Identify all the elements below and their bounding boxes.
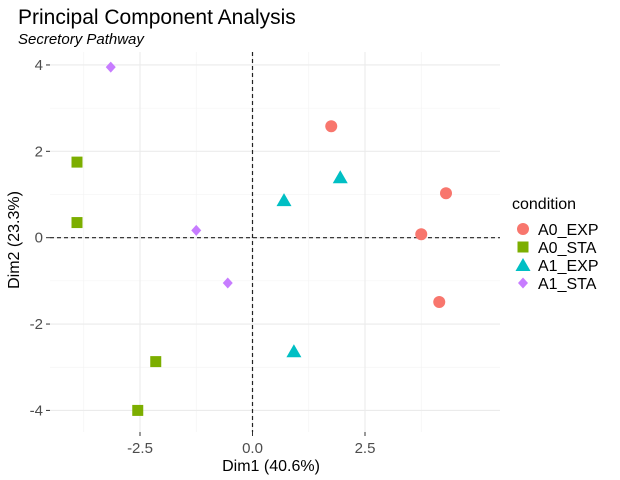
chart-title: Principal Component Analysis bbox=[18, 6, 296, 29]
data-point-a1_sta bbox=[191, 224, 202, 236]
x-tick-label: -2.5 bbox=[127, 440, 153, 457]
data-point-a0_exp bbox=[325, 120, 338, 133]
data-point-a1_exp bbox=[286, 344, 302, 358]
legend-label: A0_STA bbox=[538, 240, 597, 257]
y-tick-label: -2 bbox=[30, 316, 43, 333]
x-axis-label: Dim1 (40.6%) bbox=[222, 458, 320, 475]
legend-key-a1_exp bbox=[515, 258, 531, 271]
data-point-a0_sta bbox=[71, 156, 83, 168]
chart-subtitle: Secretory Pathway bbox=[18, 31, 145, 48]
x-tick-label: 0.0 bbox=[242, 440, 263, 457]
legend-label: A1_STA bbox=[538, 276, 597, 293]
data-point-a1_sta bbox=[105, 61, 116, 73]
y-tick-label: -4 bbox=[30, 402, 43, 419]
plot-grid bbox=[50, 52, 500, 432]
legend-key-a0_exp bbox=[517, 223, 529, 235]
axis-ticks: -2.5 0.0 2.5 -4 -2 0 2 4 bbox=[30, 57, 376, 457]
data-point-a0_exp bbox=[415, 228, 428, 241]
y-tick-label: 4 bbox=[35, 57, 43, 74]
x-tick-label: 2.5 bbox=[355, 440, 376, 457]
y-tick-label: 2 bbox=[35, 143, 43, 160]
data-point-a0_sta bbox=[71, 217, 83, 229]
data-point-a1_exp bbox=[276, 193, 292, 207]
data-point-a1_exp bbox=[332, 170, 348, 184]
legend-key-a1_sta bbox=[518, 277, 528, 289]
data-point-a0_sta bbox=[132, 404, 144, 416]
y-axis-label: Dim2 (23.3%) bbox=[6, 191, 23, 289]
data-points bbox=[71, 61, 452, 416]
legend-label: A0_EXP bbox=[538, 222, 598, 239]
data-point-a0_exp bbox=[440, 187, 452, 200]
data-point-a0_sta bbox=[150, 356, 162, 368]
data-point-a0_exp bbox=[433, 296, 446, 309]
legend-key-a0_sta bbox=[517, 241, 529, 253]
reference-lines bbox=[50, 52, 500, 432]
legend-title: condition bbox=[512, 196, 576, 213]
data-point-a1_sta bbox=[222, 277, 233, 289]
legend-label: A1_EXP bbox=[538, 258, 598, 275]
y-tick-label: 0 bbox=[35, 230, 43, 247]
